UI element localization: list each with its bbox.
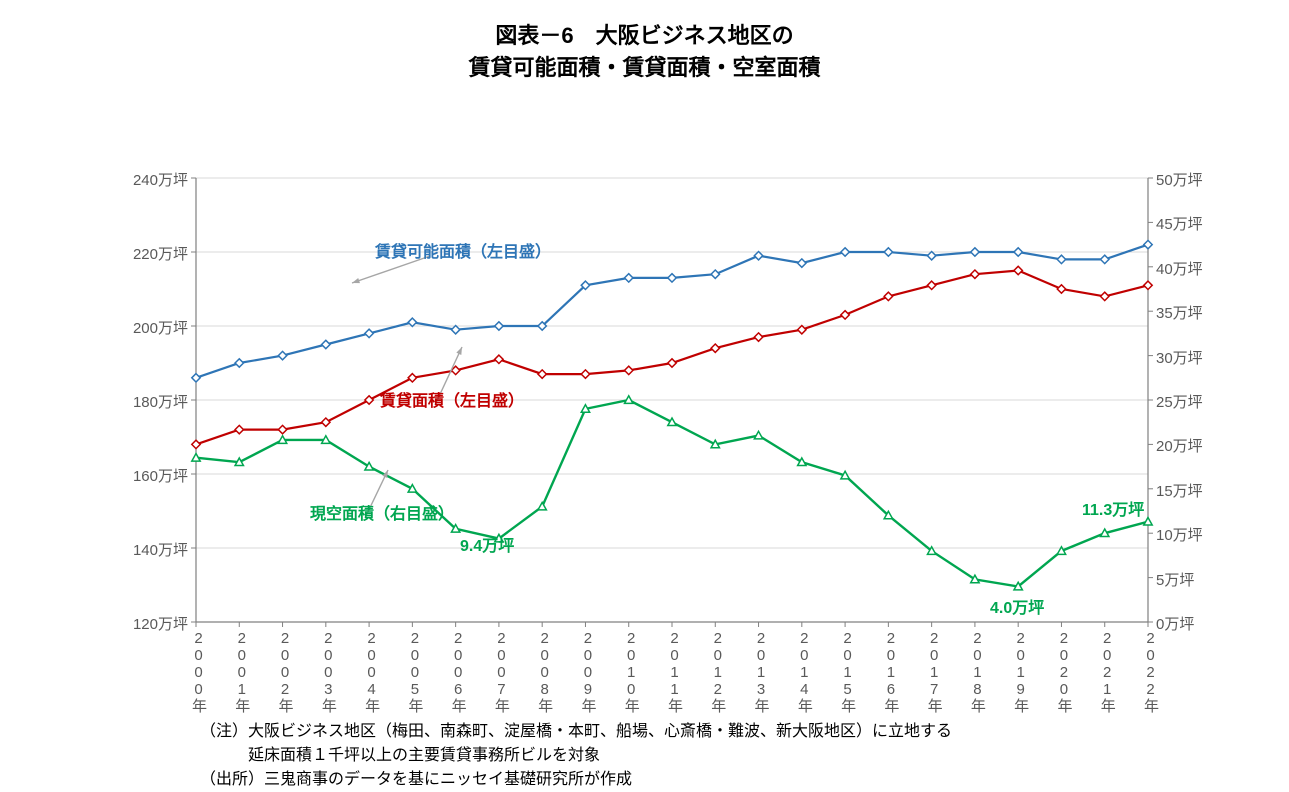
y-left-tick-label: 140万坪 bbox=[133, 539, 188, 560]
footnote-line1: （注）大阪ビジネス地区（梅田、南森町、淀屋橋・本町、船場、心斎橋・難波、新大阪地… bbox=[200, 720, 1289, 744]
x-tick-label: 2008年 bbox=[534, 630, 555, 713]
series-line-vacancy bbox=[196, 400, 1148, 586]
y-right-tick-label: 30万坪 bbox=[1156, 347, 1203, 368]
chart-title-line2: 賃貸可能面積・賃貸面積・空室面積 bbox=[0, 50, 1289, 82]
y-right-tick-label: 0万坪 bbox=[1156, 613, 1194, 634]
callout-label: 4.0万坪 bbox=[990, 594, 1044, 618]
x-tick-label: 2013年 bbox=[751, 630, 772, 713]
x-tick-label: 2006年 bbox=[448, 630, 469, 713]
series-label-vacancy: 現空面積（右目盛） bbox=[310, 500, 454, 524]
y-right-tick-label: 25万坪 bbox=[1156, 391, 1203, 412]
footnote-line2: 延床面積１千坪以上の主要賃貸事務所ビルを対象 bbox=[200, 744, 1289, 768]
x-tick-label: 2011年 bbox=[664, 630, 685, 713]
callout-label: 11.3万坪 bbox=[1082, 496, 1144, 520]
series-label-rented: 賃貸面積（左目盛） bbox=[380, 387, 524, 411]
x-tick-label: 2016年 bbox=[880, 630, 901, 713]
x-tick-label: 2000年 bbox=[188, 630, 209, 713]
x-tick-label: 2009年 bbox=[577, 630, 598, 713]
y-left-tick-label: 160万坪 bbox=[133, 465, 188, 486]
y-left-tick-label: 120万坪 bbox=[133, 613, 188, 634]
y-right-tick-label: 45万坪 bbox=[1156, 213, 1203, 234]
y-right-tick-label: 50万坪 bbox=[1156, 169, 1203, 190]
x-tick-label: 2012年 bbox=[707, 630, 728, 713]
x-tick-label: 2017年 bbox=[924, 630, 945, 713]
x-tick-label: 2022年 bbox=[1140, 630, 1161, 713]
x-tick-label: 2003年 bbox=[318, 630, 339, 713]
x-tick-label: 2004年 bbox=[361, 630, 382, 713]
x-tick-label: 2005年 bbox=[404, 630, 425, 713]
y-left-tick-label: 180万坪 bbox=[133, 391, 188, 412]
chart-footnote: （注）大阪ビジネス地区（梅田、南森町、淀屋橋・本町、船場、心斎橋・難波、新大阪地… bbox=[200, 720, 1289, 792]
x-tick-label: 2007年 bbox=[491, 630, 512, 713]
footnote-line3: （出所）三鬼商事のデータを基にニッセイ基礎研究所が作成 bbox=[200, 768, 1289, 792]
x-tick-label: 2014年 bbox=[794, 630, 815, 713]
chart-title-line1: 図表－6 大阪ビジネス地区の bbox=[0, 18, 1289, 50]
y-left-tick-label: 240万坪 bbox=[133, 169, 188, 190]
x-tick-label: 2015年 bbox=[837, 630, 858, 713]
x-tick-label: 2002年 bbox=[275, 630, 296, 713]
x-tick-label: 2021年 bbox=[1097, 630, 1118, 713]
x-tick-label: 2020年 bbox=[1053, 630, 1074, 713]
y-left-tick-label: 220万坪 bbox=[133, 243, 188, 264]
chart-title: 図表－6 大阪ビジネス地区の 賃貸可能面積・賃貸面積・空室面積 bbox=[0, 0, 1289, 82]
x-tick-label: 2019年 bbox=[1010, 630, 1031, 713]
y-right-tick-label: 40万坪 bbox=[1156, 258, 1203, 279]
y-right-tick-label: 35万坪 bbox=[1156, 302, 1203, 323]
y-right-tick-label: 15万坪 bbox=[1156, 480, 1203, 501]
y-left-tick-label: 200万坪 bbox=[133, 317, 188, 338]
x-tick-label: 2001年 bbox=[231, 630, 252, 713]
y-right-tick-label: 5万坪 bbox=[1156, 569, 1194, 590]
y-right-tick-label: 20万坪 bbox=[1156, 435, 1203, 456]
x-tick-label: 2010年 bbox=[621, 630, 642, 713]
callout-label: 9.4万坪 bbox=[460, 532, 514, 556]
x-tick-label: 2018年 bbox=[967, 630, 988, 713]
line-chart: 120万坪 140万坪 160万坪 180万坪 200万坪 220万坪 240万坪 0万坪 5万… bbox=[0, 82, 1289, 712]
series-label-rentable: 賃貸可能面積（左目盛） bbox=[375, 238, 551, 262]
y-right-tick-label: 10万坪 bbox=[1156, 524, 1203, 545]
